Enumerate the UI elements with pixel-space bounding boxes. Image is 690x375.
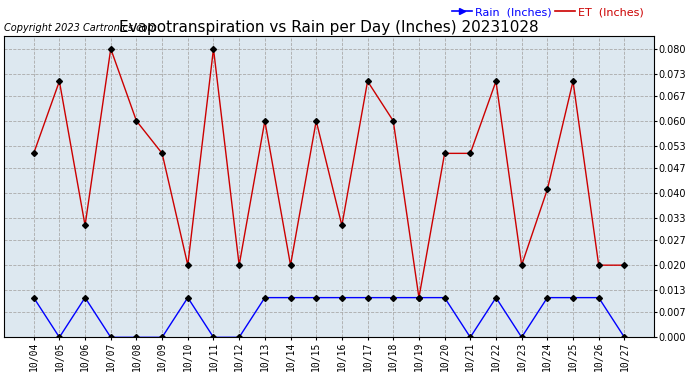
Text: Copyright 2023 Cartronics.com: Copyright 2023 Cartronics.com — [4, 23, 157, 33]
Title: Evapotranspiration vs Rain per Day (Inches) 20231028: Evapotranspiration vs Rain per Day (Inch… — [119, 20, 539, 35]
Legend: Rain  (Inches), ET  (Inches): Rain (Inches), ET (Inches) — [447, 3, 649, 21]
